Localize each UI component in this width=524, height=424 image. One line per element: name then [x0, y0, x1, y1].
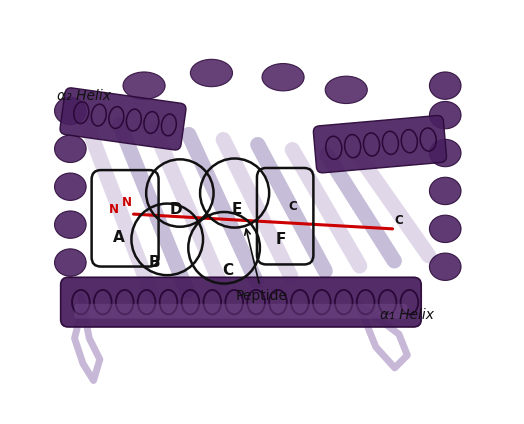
- Text: C: C: [223, 263, 234, 279]
- Ellipse shape: [54, 249, 86, 276]
- Ellipse shape: [123, 72, 165, 99]
- Ellipse shape: [54, 135, 86, 162]
- Text: Peptide: Peptide: [236, 229, 288, 303]
- FancyBboxPatch shape: [313, 115, 446, 173]
- FancyBboxPatch shape: [60, 88, 186, 150]
- Text: N: N: [122, 196, 132, 209]
- Ellipse shape: [190, 59, 233, 86]
- FancyBboxPatch shape: [61, 277, 421, 327]
- Text: E: E: [232, 202, 242, 218]
- Ellipse shape: [325, 76, 367, 103]
- Ellipse shape: [430, 101, 461, 129]
- Text: B: B: [149, 255, 160, 270]
- Ellipse shape: [54, 211, 86, 238]
- Text: C: C: [288, 201, 297, 213]
- Text: α₁ Helix: α₁ Helix: [380, 308, 434, 322]
- Text: A: A: [113, 230, 125, 245]
- Ellipse shape: [54, 97, 86, 125]
- Ellipse shape: [430, 215, 461, 243]
- Text: D: D: [169, 202, 182, 218]
- FancyBboxPatch shape: [74, 304, 407, 318]
- Ellipse shape: [54, 173, 86, 201]
- Ellipse shape: [430, 139, 461, 167]
- Ellipse shape: [430, 177, 461, 205]
- Ellipse shape: [430, 253, 461, 280]
- Ellipse shape: [262, 64, 304, 91]
- Ellipse shape: [430, 72, 461, 99]
- Text: C: C: [395, 214, 403, 227]
- Text: α₂ Helix: α₂ Helix: [57, 89, 111, 103]
- Text: N: N: [108, 204, 119, 216]
- Text: F: F: [276, 232, 286, 247]
